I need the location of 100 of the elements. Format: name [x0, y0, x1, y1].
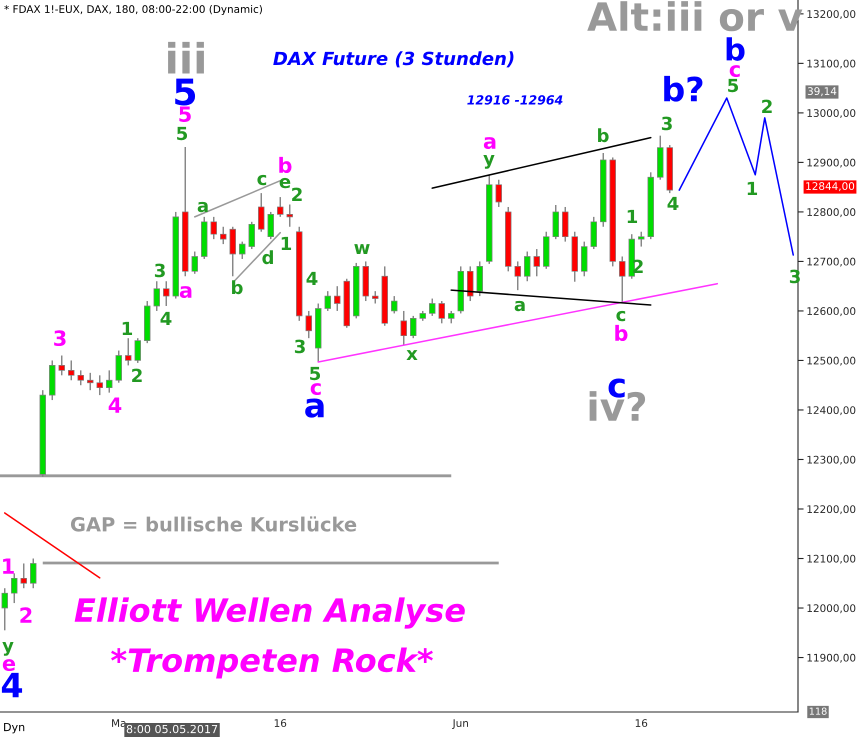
annotation: 4: [306, 272, 318, 285]
annotation: a: [484, 137, 496, 150]
annotation: y: [2, 642, 14, 656]
candlestick: [68, 360, 74, 381]
text: 12844,00: [806, 182, 854, 192]
annotation: c: [257, 174, 266, 186]
candlestick: [154, 280, 160, 312]
candlestick: [87, 372, 94, 391]
annotation: b: [726, 37, 745, 61]
candlestick: [429, 298, 436, 317]
annotation: 1: [282, 236, 292, 250]
y-tick-label: 12900,00: [807, 158, 856, 168]
annotation: e: [2, 659, 16, 672]
candlestick: [286, 204, 293, 228]
annotation: e: [280, 178, 290, 188]
text: Dyn: [4, 722, 24, 734]
y-tick-label: 12700,00: [807, 258, 856, 267]
annotation: 5: [310, 366, 320, 380]
text: DAX Future (3 Stunden): [273, 51, 514, 68]
candlestick: [324, 290, 331, 312]
x-tick-label: 16: [274, 719, 286, 728]
annotation: 4: [668, 196, 678, 210]
candlestick: [514, 260, 521, 291]
candlestick: [134, 337, 141, 364]
annotation: w: [354, 244, 370, 254]
candlestick: [619, 256, 626, 304]
annotation: 12916 -12964: [467, 95, 562, 105]
annotation: 5: [177, 126, 188, 140]
candlestick: [534, 248, 540, 277]
candlestick: [30, 558, 36, 589]
candlestick: [163, 280, 170, 307]
chart-subtitle: * FDAX 1!-EUX, DAX, 180, 08:00-22:00 (Dynamic): [4, 4, 262, 16]
annotation: 1: [3, 558, 14, 574]
annotation: 5: [175, 78, 196, 106]
candlestick: [638, 231, 644, 248]
candlestick: [277, 196, 284, 218]
annotation: *Trompeten Rock*: [111, 648, 433, 678]
annotation: c: [616, 310, 626, 322]
annotation: 4: [108, 398, 122, 413]
annotation: b?: [664, 76, 702, 102]
annotation: c: [310, 383, 321, 396]
annotation: 3: [154, 264, 165, 278]
annotation: 4: [2, 672, 22, 698]
annotation: 3: [294, 340, 305, 354]
candlestick: [258, 192, 264, 232]
y-tick-label: 12400,00: [807, 406, 856, 416]
text: 8:00 05.05.2017: [126, 724, 218, 734]
candlestick: [20, 562, 27, 589]
x-tick-label: 16: [636, 719, 648, 728]
y-tick-label: 12000,00: [807, 604, 856, 614]
annotation: b: [615, 324, 628, 342]
annotation: Elliott Wellen Analyse: [74, 597, 465, 629]
annotation: 5: [728, 78, 738, 92]
candlestick: [210, 216, 217, 240]
annotation: 2: [292, 188, 302, 201]
candlestick: [306, 310, 312, 339]
annotation: 1: [628, 210, 638, 223]
annotation: c: [730, 65, 740, 78]
annotation: b: [232, 280, 243, 294]
candlestick: [334, 285, 340, 312]
annotation: 3: [662, 116, 672, 130]
annotation: a: [180, 286, 192, 298]
candlestick: [268, 211, 274, 240]
annotation: d: [262, 250, 273, 264]
candlestick: [248, 221, 255, 250]
text: 118: [810, 707, 827, 715]
annotation: 1: [748, 182, 758, 195]
y-tick-label: 12600,00: [807, 307, 856, 316]
candlestick: [372, 290, 378, 304]
candlestick: [78, 370, 84, 386]
candlestick: [391, 295, 398, 314]
y-tick-label: 13200,00: [807, 10, 856, 20]
annotation: 5: [179, 106, 191, 122]
annotation: 1: [122, 322, 132, 335]
annotation: 2: [20, 607, 32, 623]
y-tick-label: 12200,00: [807, 505, 856, 514]
y-tick-label: 13100,00: [807, 60, 856, 69]
annotation: 4: [160, 312, 172, 325]
annotation: x: [406, 350, 418, 360]
candlestick: [106, 370, 112, 394]
annotation: 3: [54, 330, 66, 346]
y-tick-label: 11900,00: [807, 654, 856, 663]
candlestick: [420, 310, 426, 322]
annotation: GAP = bullische Kurslücke: [70, 516, 356, 532]
annotation: a: [198, 202, 208, 212]
y-tick-label: 12100,00: [807, 554, 856, 564]
candlestick: [2, 588, 8, 631]
candlestick: [11, 572, 18, 604]
candlestick: [125, 337, 132, 366]
candlestick: [239, 240, 246, 260]
annotation: a: [305, 398, 324, 418]
candlestick: [58, 354, 65, 376]
candlestick: [524, 250, 530, 282]
candlestick: [220, 226, 226, 245]
annotation: a: [514, 300, 525, 312]
annotation: iii: [168, 42, 204, 74]
annotation: b: [279, 156, 292, 174]
y-tick-label: 12500,00: [807, 356, 856, 366]
candlestick: [192, 250, 198, 275]
candlestick: [496, 179, 502, 208]
